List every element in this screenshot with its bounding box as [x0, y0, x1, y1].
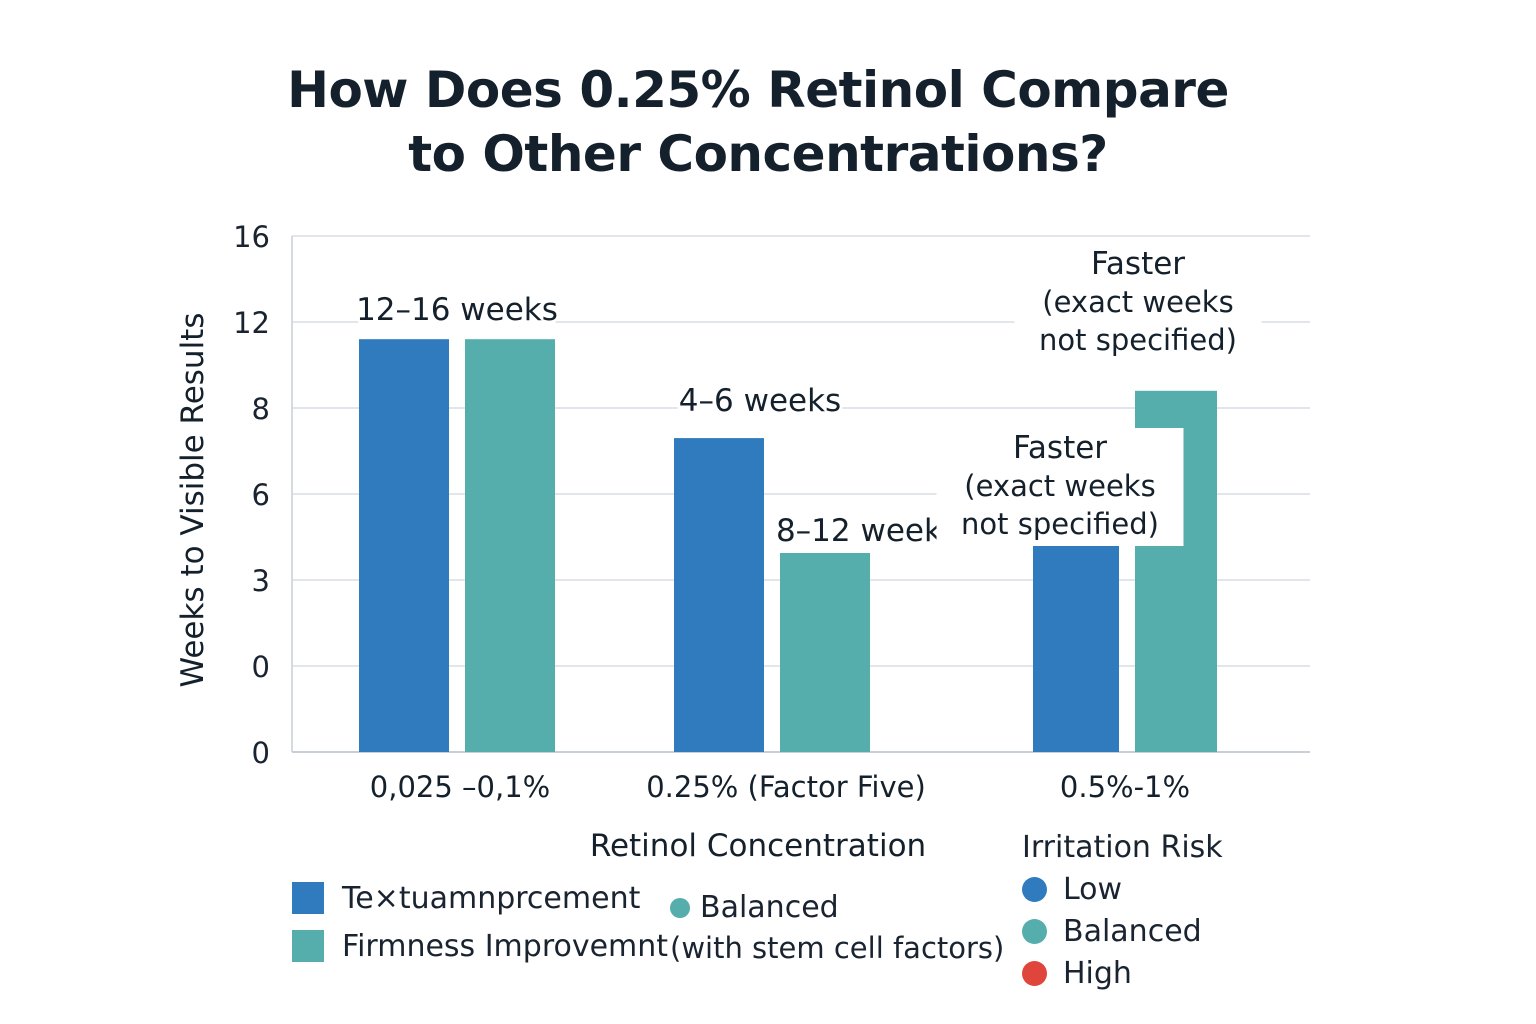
data-label: 12–16 weeks: [356, 292, 558, 328]
bar-texture-2: [1033, 539, 1119, 752]
y-axis-label: Weeks to Visible Results: [175, 313, 211, 688]
y-tick-label: 8: [252, 392, 270, 426]
irritation-dot-low: [1022, 876, 1047, 902]
chart-title-line-2: to Other Concentrations?: [408, 125, 1108, 183]
irritation-legend: Irritation Risk Low Balanced High: [1022, 828, 1223, 994]
legend-label-firmness: Firmness Improvemnt: [342, 928, 669, 964]
irritation-dot-high: [1022, 960, 1047, 986]
bar-texture-1: [674, 438, 764, 752]
chart-title-line-1: How Does 0.25% Retinol Compare: [287, 61, 1229, 119]
balanced-note-detail: (with stem cell factors): [670, 931, 1005, 965]
x-tick-label: 0,025 –0,1%: [370, 770, 550, 804]
legend-swatch-firmness: [292, 930, 324, 962]
balanced-note-label: Balanced: [700, 890, 839, 925]
x-tick-label: 0.25% (Factor Five): [646, 770, 926, 804]
y-tick-label: 3: [252, 564, 270, 598]
x-axis-label: Retinol Concentration: [590, 828, 926, 864]
data-label: Faster: [1013, 430, 1107, 466]
irritation-label-balanced: Balanced: [1063, 913, 1202, 949]
series-legend: Te×tuamnprcement Firmness Improvemnt: [292, 874, 668, 970]
data-label: (exact weeks: [964, 469, 1155, 503]
irritation-item-low: Low: [1022, 868, 1223, 910]
legend-item-texture: Te×tuamnprcement: [292, 874, 668, 922]
x-tick-label: 0.5%-1%: [1060, 770, 1190, 804]
irritation-item-balanced: Balanced: [1022, 910, 1223, 952]
legend-swatch-texture: [292, 882, 324, 914]
y-tick-label: 0: [252, 736, 270, 770]
data-label: (exact weeks: [1042, 285, 1233, 319]
y-tick-label: 16: [233, 220, 270, 254]
data-label-backing: [677, 381, 843, 423]
data-label-backing: [358, 290, 556, 332]
data-label-backing: [936, 428, 1184, 546]
bar-firmness-0: [465, 339, 555, 752]
data-label: Faster: [1091, 246, 1185, 282]
data-label: 8–12 weeks: [776, 513, 958, 549]
bar-firmness-1: [780, 545, 870, 752]
y-tick-label: 6: [252, 478, 270, 512]
data-label: not specified): [961, 507, 1159, 541]
irritation-legend-title: Irritation Risk: [1022, 830, 1223, 865]
legend-label-texture: Te×tuamnprcement: [342, 880, 641, 916]
irritation-dot-balanced: [1022, 918, 1047, 944]
bar-chart: 0 0 3 6 8 12 16 Weeks to Visible Results 12–16 w…: [175, 220, 1310, 864]
balanced-note-row: Balanced: [670, 888, 1004, 928]
irritation-item-high: High: [1022, 952, 1223, 994]
data-label-backing: [1014, 244, 1262, 362]
data-label-backing: [776, 511, 958, 553]
balanced-note: Balanced (with stem cell factors): [670, 888, 1004, 968]
data-label: 4–6 weeks: [679, 383, 841, 419]
bar-texture-0: [359, 339, 449, 752]
irritation-label-low: Low: [1063, 871, 1123, 907]
y-tick-label: 0: [252, 650, 270, 684]
chart-title: How Does 0.25% Retinol Compare to Other …: [0, 58, 1516, 186]
data-label: not specified): [1039, 323, 1237, 357]
irritation-label-high: High: [1063, 955, 1132, 991]
balanced-note-dot: [670, 898, 690, 918]
y-tick-label: 12: [233, 306, 270, 340]
legend-item-firmness: Firmness Improvemnt: [292, 922, 668, 970]
